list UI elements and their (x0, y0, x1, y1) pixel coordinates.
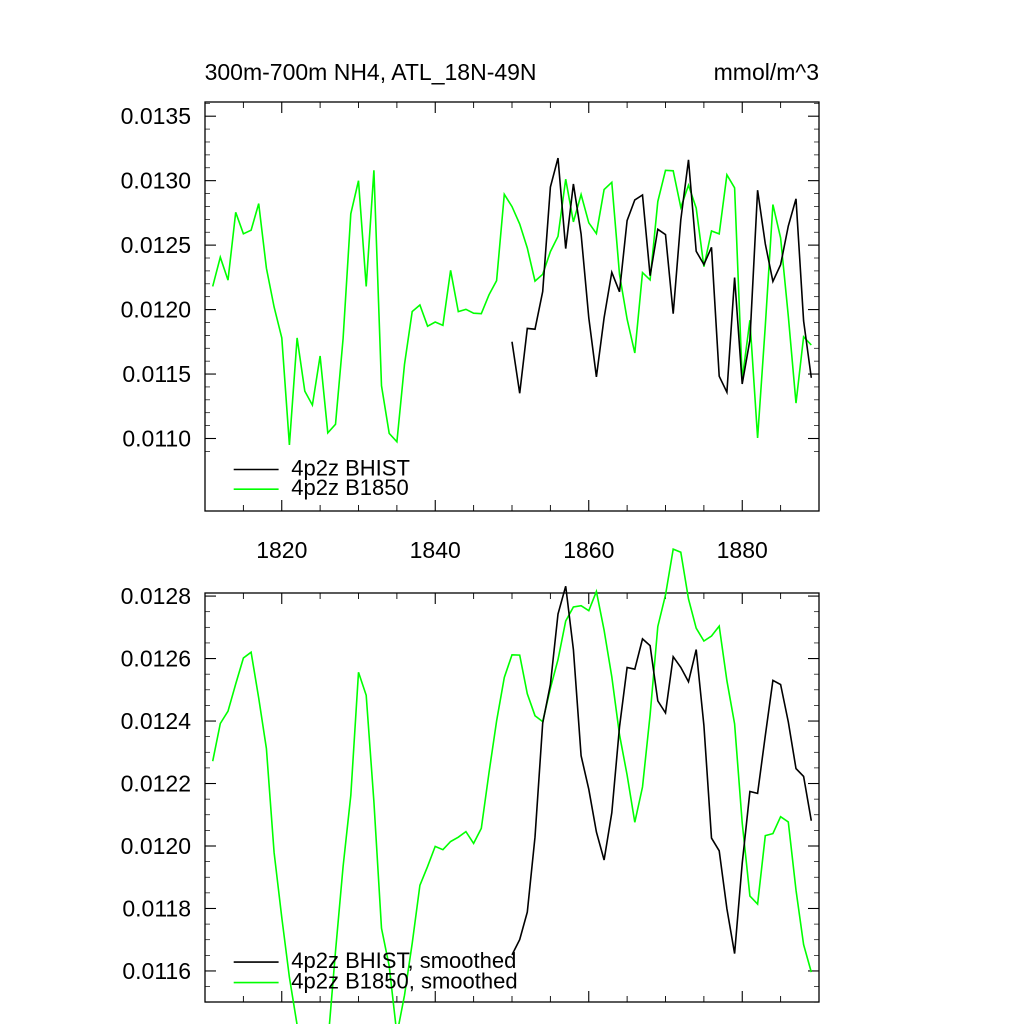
svg-text:1820: 1820 (256, 537, 307, 563)
svg-text:0.0125: 0.0125 (121, 232, 191, 258)
svg-text:0.0124: 0.0124 (121, 708, 192, 734)
svg-text:0.0120: 0.0120 (121, 833, 191, 859)
svg-text:0.0122: 0.0122 (121, 771, 191, 797)
svg-text:0.0130: 0.0130 (121, 168, 191, 194)
svg-text:0.0135: 0.0135 (121, 103, 191, 129)
svg-text:4p2z B1850, smoothed: 4p2z B1850, smoothed (291, 969, 517, 994)
svg-text:1860: 1860 (563, 537, 614, 563)
svg-text:0.0110: 0.0110 (122, 426, 191, 452)
svg-text:300m-700m NH4, ATL_18N-49N: 300m-700m NH4, ATL_18N-49N (205, 59, 537, 85)
svg-text:0.0128: 0.0128 (121, 583, 191, 609)
svg-text:1840: 1840 (410, 537, 461, 563)
svg-text:0.0126: 0.0126 (121, 646, 191, 672)
svg-text:0.0115: 0.0115 (122, 361, 191, 387)
svg-text:0.0120: 0.0120 (121, 297, 191, 323)
svg-text:mmol/m^3: mmol/m^3 (714, 59, 819, 85)
svg-text:1880: 1880 (717, 537, 768, 563)
svg-text:0.0118: 0.0118 (122, 896, 191, 922)
svg-text:0.0116: 0.0116 (122, 958, 191, 984)
svg-text:4p2z B1850: 4p2z B1850 (291, 475, 408, 500)
